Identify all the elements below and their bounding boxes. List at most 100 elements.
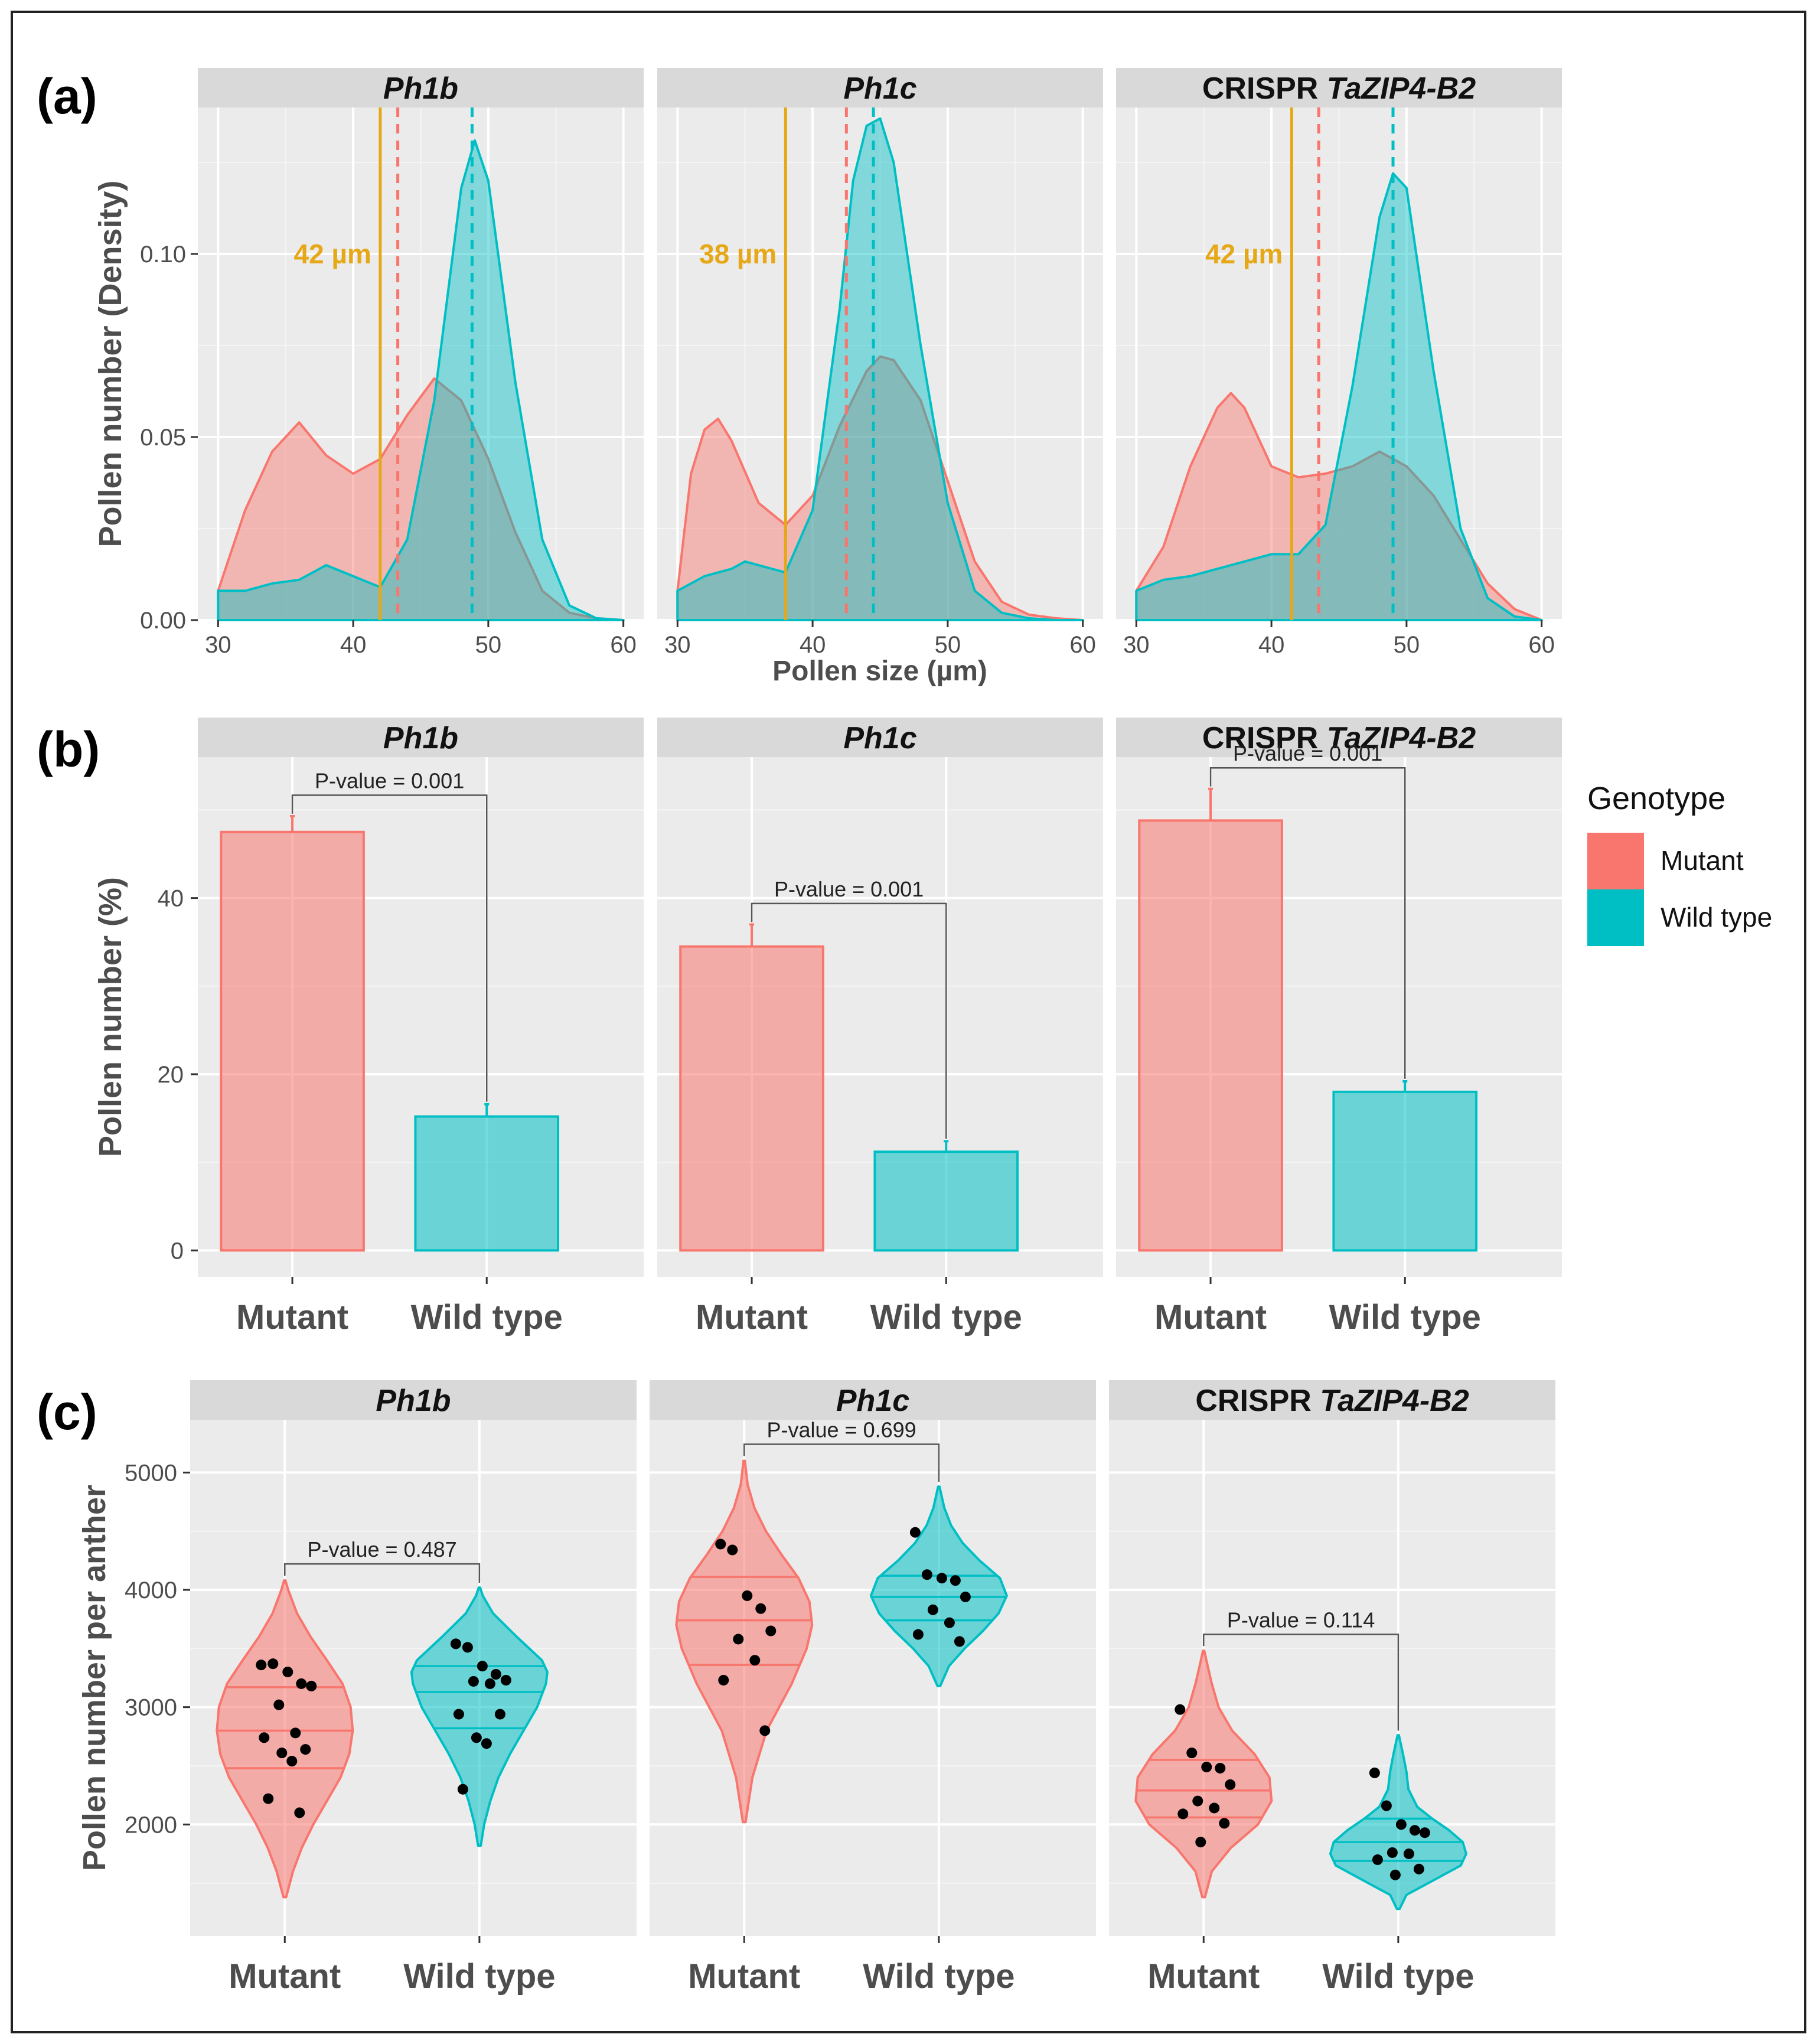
p-value-label: P-value = 0.487: [307, 1537, 456, 1561]
facet-panel: Ph1b P-value = 0.487 Mutant Wild type 2000 30…: [125, 1380, 637, 1996]
data-point: [1175, 1704, 1186, 1715]
x-tick-label: Mutant: [688, 1957, 800, 1996]
legend-label: Wild type: [1661, 902, 1772, 933]
data-point: [296, 1678, 307, 1689]
y-axis-title: Pollen number (%): [93, 877, 128, 1157]
x-tick-label: 50: [1394, 632, 1420, 658]
facet-title-italic: Ph1b: [376, 1384, 451, 1418]
facet-panel: CRISPR TaZIP4-B2 42 µm 30 40 50 60: [1116, 68, 1562, 658]
facet-strip: [198, 68, 644, 107]
significance-bracket: [743, 1443, 940, 1482]
p-value-label: P-value = 0.001: [774, 877, 924, 901]
bar-mutant: [679, 945, 824, 1252]
facet-title-italic: TaZIP4-B2: [1320, 1384, 1469, 1418]
x-tick-label: 40: [800, 632, 826, 658]
legend-swatch: [1587, 833, 1644, 889]
data-point: [1413, 1863, 1424, 1875]
threshold-label: 38 µm: [699, 239, 777, 269]
data-point: [263, 1793, 274, 1804]
x-tick-label: 50: [935, 632, 961, 658]
x-tick-label: Wild type: [1329, 1298, 1481, 1336]
significance-bracket: [1203, 1634, 1400, 1731]
facet-title-prefix: CRISPR: [1202, 71, 1327, 106]
y-tick-label: 5000: [125, 1460, 177, 1486]
data-point: [494, 1709, 505, 1720]
facet-title-prefix: CRISPR: [1195, 1384, 1320, 1418]
y-axis-title: Pollen number (Density): [93, 180, 128, 547]
data-point: [1177, 1808, 1189, 1820]
data-point: [950, 1575, 961, 1586]
data-point: [457, 1784, 468, 1795]
data-point: [715, 1538, 726, 1550]
facet-strip: [1109, 1380, 1555, 1420]
panel-c: Ph1b P-value = 0.487 Mutant Wild type 2000 30…: [77, 1380, 1555, 1996]
facet-title: Ph1c: [843, 71, 916, 106]
facet-title: CRISPR TaZIP4-B2: [1202, 71, 1476, 106]
y-tick-label: 2000: [125, 1812, 177, 1838]
data-point: [1369, 1767, 1380, 1778]
bar-wild-type: [873, 1150, 1019, 1252]
data-point: [1192, 1795, 1203, 1807]
data-point: [1387, 1847, 1398, 1858]
data-point: [273, 1699, 285, 1710]
x-tick-label: 60: [610, 632, 637, 658]
data-point: [1372, 1854, 1383, 1865]
data-point: [1201, 1761, 1212, 1772]
data-point: [471, 1732, 482, 1743]
significance-bracket: [751, 902, 947, 1139]
facet-panel: CRISPR TaZIP4-B2 P-value = 0.114 Mutant Wil…: [1109, 1380, 1555, 1996]
x-tick-label: 30: [664, 632, 691, 658]
facet-title: Ph1b: [383, 71, 458, 106]
data-point: [954, 1636, 965, 1647]
y-tick-label: 0.05: [140, 425, 186, 451]
y-tick-label: 0.00: [140, 608, 186, 634]
x-tick-label: Mutant: [1154, 1298, 1267, 1336]
data-point: [300, 1744, 311, 1755]
violin-mutant: [675, 1459, 814, 1824]
x-tick-label: Wild type: [870, 1298, 1022, 1336]
facet-title-italic: Ph1c: [843, 721, 916, 755]
bar-wild-type: [1332, 1090, 1478, 1252]
x-tick-label: 30: [205, 632, 231, 658]
facet-panel: Ph1c 38 µm 30 40 50 60: [657, 68, 1103, 658]
threshold-label: 42 µm: [1205, 239, 1283, 269]
violin-mutant: [216, 1579, 354, 1899]
violin-mutant: [1134, 1649, 1273, 1899]
data-point: [960, 1591, 971, 1602]
data-point: [1195, 1837, 1206, 1848]
facet-title-italic: Ph1b: [383, 721, 458, 755]
facet-panel: Ph1b P-value = 0.001 Mutant Wild type 0 20 40: [158, 718, 644, 1336]
facet-panel: CRISPR TaZIP4-B2P-value = 0.001 Mutant Wil…: [1116, 718, 1562, 1336]
data-point: [765, 1625, 777, 1636]
facet-strip: [657, 718, 1103, 757]
data-point: [1219, 1818, 1230, 1829]
facet-title-italic: TaZIP4-B2: [1327, 721, 1476, 755]
significance-bracket: [284, 1563, 481, 1583]
y-tick-label: 40: [158, 886, 184, 912]
facet-title-prefix: CRISPR: [1202, 721, 1327, 755]
data-point: [1395, 1819, 1407, 1830]
data-point: [1409, 1825, 1420, 1836]
data-point: [484, 1678, 495, 1689]
threshold-label: 42 µm: [294, 239, 371, 269]
data-point: [1389, 1869, 1401, 1880]
panel-label: (a): [37, 69, 97, 124]
facet-panel: Ph1b 42 µm 30 40 50 60 0.00 0.05 0.10: [140, 68, 644, 658]
x-tick-label: 30: [1123, 632, 1150, 658]
y-tick-label: 0.10: [140, 242, 186, 268]
panel-label: (b): [37, 722, 100, 777]
data-point: [927, 1604, 938, 1615]
data-point: [1403, 1848, 1414, 1859]
significance-bracket: [1209, 767, 1406, 1079]
p-value-label: P-value = 0.114: [1227, 1608, 1375, 1632]
facet-title: Ph1b: [376, 1384, 451, 1418]
data-point: [718, 1674, 729, 1686]
x-tick-label: Wild type: [403, 1957, 555, 1996]
x-tick-label: Mutant: [696, 1298, 808, 1336]
facet-title-italic: TaZIP4-B2: [1327, 71, 1476, 106]
legend: Genotype Mutant Wild type: [1587, 781, 1772, 946]
